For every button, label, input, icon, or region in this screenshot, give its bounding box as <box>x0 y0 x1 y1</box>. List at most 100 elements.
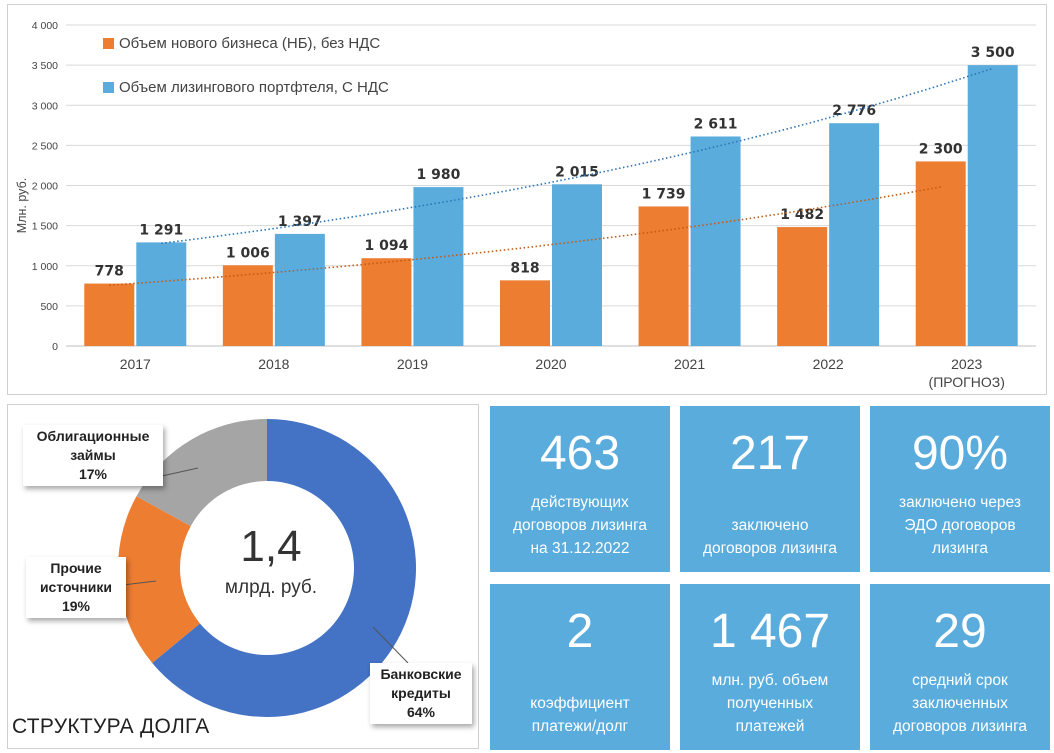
kpi-tile-payments-volume: 1 467 млн. руб. объем полученных платеже… <box>680 584 860 750</box>
bar-data-label: 3 500 <box>971 45 1015 61</box>
callout-bonds: Облигационные займы 17% <box>23 425 163 486</box>
kpi-description: коэффициент платежи/долг <box>494 692 666 738</box>
debt-total-unit: млрд. руб. <box>224 577 318 598</box>
x-tick-label: 2021 <box>674 356 705 372</box>
bar-data-label: 1 291 <box>139 222 183 238</box>
y-tick-label: 1 500 <box>32 221 58 233</box>
bar-new-business <box>777 227 828 346</box>
y-tick-label: 3 500 <box>32 60 58 72</box>
kpi-desc-line: на 31.12.2022 <box>530 540 630 557</box>
bar-portfolio <box>690 136 741 346</box>
bar-new-business <box>222 265 273 346</box>
kpi-tile-edo-share: 90% заключено через ЭДО договоров лизинг… <box>870 406 1050 572</box>
kpi-desc-line: ЭДО договоров <box>904 517 1016 534</box>
y-tick-label: 1 000 <box>32 261 58 273</box>
kpi-description: средний срок заключенных договоров лизин… <box>874 669 1046 738</box>
y-tick-label: 3 000 <box>32 100 58 112</box>
kpi-desc-line: млн. руб. объем <box>711 672 829 689</box>
bar-portfolio <box>136 242 187 346</box>
bar-new-business <box>361 258 412 346</box>
bar-portfolio <box>413 187 464 346</box>
bar-new-business <box>84 283 135 346</box>
debt-structure-title: СТРУКТУРА ДОЛГА <box>12 715 210 738</box>
callout-other-pct: 19% <box>61 598 91 614</box>
kpi-desc-line: договоров лизинга <box>892 718 1028 735</box>
debt-donut-chart <box>113 419 416 717</box>
bar-data-label: 1 739 <box>642 186 686 202</box>
x-tick-label: 2018 <box>258 356 289 372</box>
trendline-portfolio <box>161 67 993 245</box>
kpi-description: млн. руб. объем полученных платежей <box>684 669 856 738</box>
kpi-description: заключено через ЭДО договоров лизинга <box>874 491 1046 560</box>
bar-data-label: 1 482 <box>780 207 824 223</box>
bar-new-business <box>500 280 550 346</box>
callout-bank-pct: 64% <box>406 704 436 720</box>
x-tick-label: 2020 <box>535 356 566 372</box>
callout-bonds-line2: займы <box>70 447 116 463</box>
kpi-number: 29 <box>933 605 987 658</box>
bar-portfolio <box>829 123 880 346</box>
bar-data-label: 2 300 <box>919 141 963 157</box>
bar-data-label: 2 776 <box>832 103 876 119</box>
kpi-tile-signed-contracts: 217 заключено договоров лизинга <box>680 406 860 572</box>
bar-data-label: 2 611 <box>694 116 738 132</box>
callout-other: Прочие источники 19% <box>26 557 126 618</box>
kpi-description: заключено договоров лизинга <box>684 514 856 560</box>
kpi-desc-line: заключенных <box>912 695 1008 712</box>
kpi-desc-line: заключено через <box>899 494 1021 511</box>
x-tick-label: 2019 <box>397 356 428 372</box>
kpi-tile-payment-ratio: 2 коэффициент платежи/долг <box>490 584 670 750</box>
kpi-number: 1 467 <box>709 605 831 658</box>
leader-line-bank <box>372 626 409 664</box>
kpi-tile-avg-term: 29 средний срок заключенных договоров ли… <box>870 584 1050 750</box>
x-tick-label: 2017 <box>120 356 151 372</box>
x-tick-label: 2022 <box>813 356 844 372</box>
y-axis-label: Млн. руб. <box>15 178 29 233</box>
bar-portfolio <box>274 233 325 346</box>
legend-label-new-business: Объем нового бизнеса (НБ), без НДС <box>119 35 380 52</box>
legend-label-portfolio: Объем лизингового портфтеля, С НДС <box>119 79 389 96</box>
bar-chart: 0 500 1 000 1 500 2 000 2 500 3 000 3 500 4 000 М… <box>15 20 1036 390</box>
bar-data-label: 2 015 <box>555 164 599 180</box>
callout-bonds-line1: Облигационные <box>36 428 150 444</box>
bar-data-label: 1 094 <box>365 238 409 254</box>
bar-portfolio <box>552 184 602 346</box>
debt-total-value: 1,4 <box>240 522 302 571</box>
bar-data-label: 1 006 <box>226 245 270 261</box>
debt-structure-panel: 1,4 млрд. руб. Облигационные займы 17% П… <box>7 404 479 749</box>
donut-slice-bank-loans <box>152 419 416 717</box>
kpi-desc-line: договоров лизинга <box>512 517 648 534</box>
kpi-number: 2 <box>566 605 594 658</box>
bar-new-business <box>915 161 966 346</box>
bar-chart-panel: 0 500 1 000 1 500 2 000 2 500 3 000 3 500 4 000 М… <box>7 4 1047 395</box>
kpi-desc-line: средний срок <box>912 672 1008 689</box>
kpi-desc-line: платежей <box>735 718 805 735</box>
x-tick-sublabel: (ПРОГНОЗ) <box>929 374 1005 390</box>
bar-data-label: 1 980 <box>417 167 461 183</box>
bar-data-label: 778 <box>95 264 124 280</box>
bar-new-business <box>638 206 689 346</box>
y-tick-label: 2 000 <box>32 181 58 193</box>
kpi-desc-line: лизинга <box>932 540 988 557</box>
kpi-desc-line: платежи/долг <box>531 718 629 735</box>
x-tick-label: 2023 <box>951 356 982 372</box>
donut-slice-other-sources <box>117 496 200 663</box>
trendline-new-business <box>109 186 941 286</box>
kpi-number: 217 <box>729 427 811 480</box>
bar-portfolio <box>967 65 1018 346</box>
kpi-desc-line: полученных <box>726 695 814 712</box>
kpi-number: 90% <box>911 427 1009 480</box>
callout-other-line1: Прочие <box>50 560 102 576</box>
bar-data-label: 818 <box>510 260 539 276</box>
donut-slice-bonds <box>136 419 267 527</box>
callout-bonds-pct: 17% <box>78 466 108 482</box>
callout-bank-line1: Банковские <box>380 666 462 682</box>
y-tick-label: 500 <box>40 301 58 313</box>
kpi-description: действующих договоров лизинга на 31.12.2… <box>494 491 666 560</box>
callout-bank: Банковские кредиты 64% <box>370 663 472 724</box>
kpi-desc-line: заключено <box>731 517 809 534</box>
y-tick-label: 4 000 <box>32 20 58 32</box>
legend-swatch-new-business <box>103 38 114 49</box>
callout-other-line2: источники <box>39 579 113 595</box>
y-tick-label: 2 500 <box>32 140 58 152</box>
